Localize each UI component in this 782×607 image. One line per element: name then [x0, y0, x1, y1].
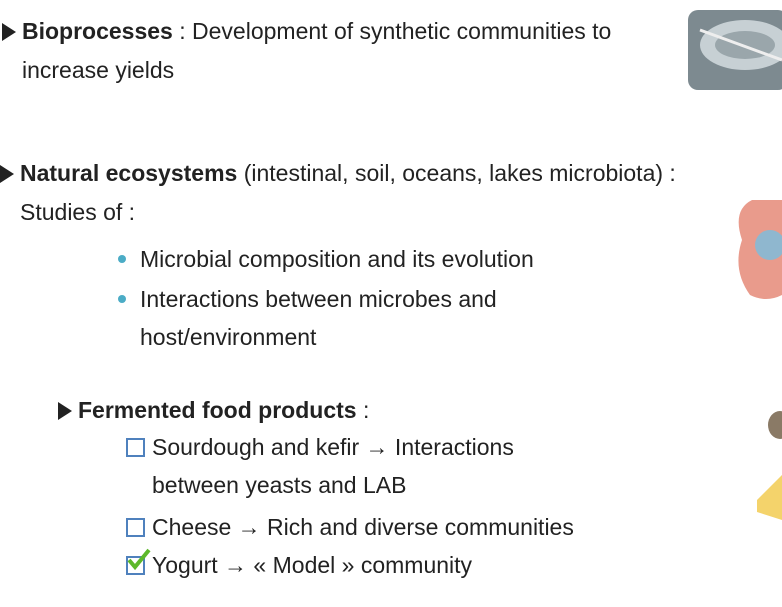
arrow-marker — [0, 165, 14, 183]
item-text: Yogurt → « Model » community — [152, 552, 472, 578]
section-text: : — [357, 397, 370, 423]
checkbox-item: Cheese → Rich and diverse communities — [152, 508, 772, 546]
section: Bioprocesses : Development of synthetic … — [22, 12, 672, 90]
bullet-item: Microbial composition and its evolution — [140, 240, 730, 278]
checkbox-item: Yogurt → « Model » community — [152, 546, 752, 584]
bioreactor-image — [688, 10, 782, 90]
item-text: Sourdough and kefir → Interactions betwe… — [152, 434, 514, 498]
bullet — [118, 255, 126, 263]
item-text: Interactions between microbes and host/e… — [140, 286, 497, 350]
arrow-marker — [2, 23, 16, 41]
bullet-item: Interactions between microbes and host/e… — [140, 280, 560, 356]
arrow-marker — [58, 402, 72, 420]
section: Fermented food products : — [78, 391, 678, 430]
slide: Bioprocesses : Development of synthetic … — [0, 0, 782, 607]
checkbox-item: Sourdough and kefir → Interactions betwe… — [152, 428, 592, 504]
item-text: Microbial composition and its evolution — [140, 246, 534, 272]
checkbox — [126, 438, 145, 457]
bullet — [118, 295, 126, 303]
section: Natural ecosystems (intestinal, soil, oc… — [20, 154, 710, 232]
section-heading: Natural ecosystems — [20, 160, 237, 186]
section-heading: Bioprocesses — [22, 18, 173, 44]
checkmark — [126, 548, 152, 572]
checkbox — [126, 518, 145, 537]
intestine-image — [738, 200, 782, 299]
cheese-image — [757, 411, 782, 520]
section-heading: Fermented food products — [78, 397, 357, 423]
item-text: Cheese → Rich and diverse communities — [152, 514, 574, 540]
